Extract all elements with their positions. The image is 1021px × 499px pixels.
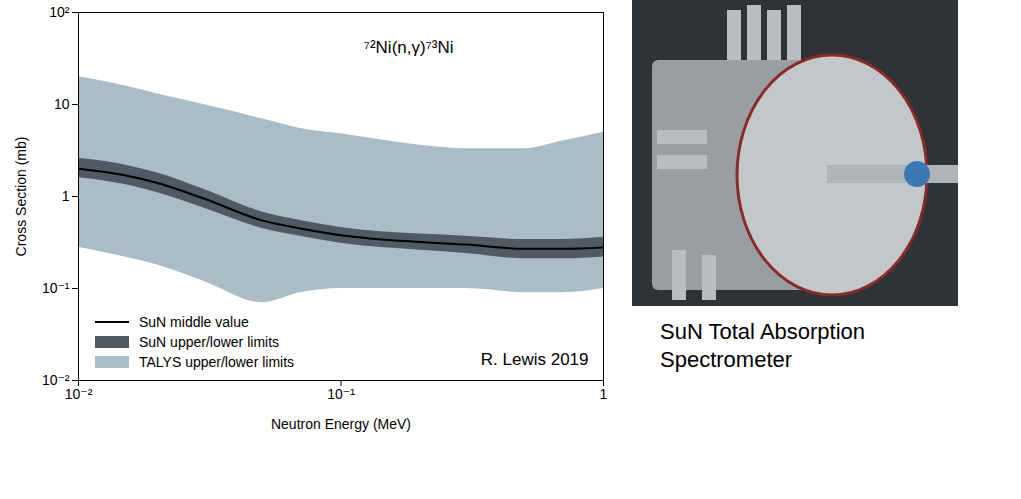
html-text:TALYS upper/lower limits: TALYS upper/lower limits xyxy=(139,354,295,370)
svg-text:1: 1 xyxy=(62,188,70,204)
svg-text:10⁻¹: 10⁻¹ xyxy=(42,280,70,296)
svg-text:1: 1 xyxy=(600,386,608,402)
svg-text:Neutron Energy (MeV): Neutron Energy (MeV) xyxy=(271,416,411,432)
svg-text:10⁻¹: 10⁻¹ xyxy=(327,386,355,402)
svg-text:Cross Section (mb): Cross Section (mb) xyxy=(13,137,29,257)
svg-text:10⁻²: 10⁻² xyxy=(41,372,70,388)
html-text:SuN Total Absorption Spectrome: SuN Total Absorption Spectrometer xyxy=(660,319,866,372)
html-text:SuN upper/lower limits: SuN upper/lower limits xyxy=(139,334,280,350)
svg-text:R. Lewis 2019: R. Lewis 2019 xyxy=(481,350,589,369)
svg-text:10²: 10² xyxy=(49,4,70,20)
svg-text:10: 10 xyxy=(54,96,70,112)
svg-text:⁷²Ni(n,γ)⁷³Ni: ⁷²Ni(n,γ)⁷³Ni xyxy=(364,38,454,57)
svg-text:10⁻²: 10⁻² xyxy=(65,386,93,402)
html-text:SuN middle value: SuN middle value xyxy=(139,314,249,330)
